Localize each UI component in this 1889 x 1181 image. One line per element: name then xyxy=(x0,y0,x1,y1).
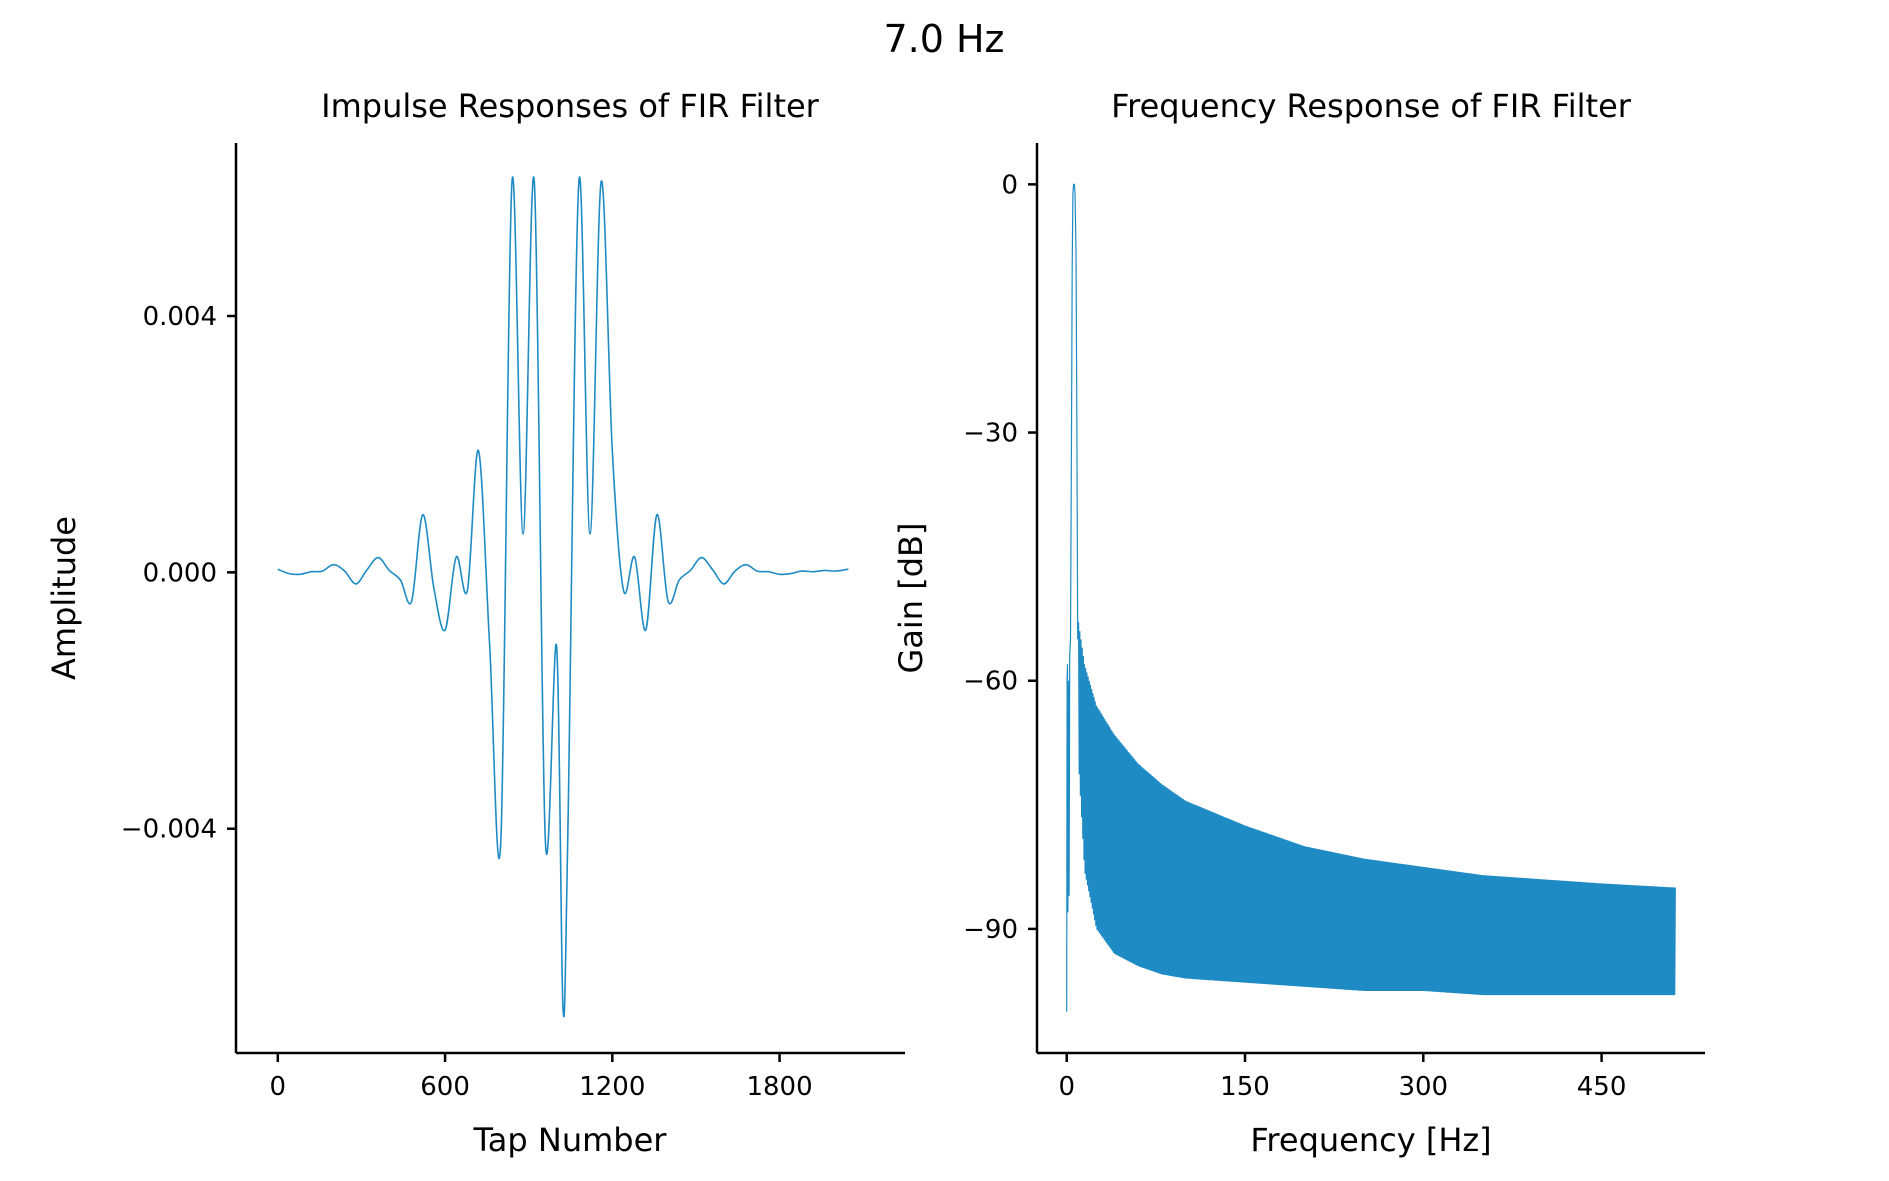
ax1-x-tick-label: 1800 xyxy=(746,1072,812,1102)
frequency-y-axis-label: Gain [dB] xyxy=(892,523,930,674)
impulse-plot-area xyxy=(277,176,849,1018)
frequency-y-ticks: 0 −30 −60 −90 xyxy=(963,170,1037,945)
impulse-x-ticks: 0 600 1200 1800 xyxy=(270,1053,813,1102)
impulse-y-ticks: −0.004 0.000 0.004 xyxy=(121,302,236,845)
ax2-y-tick-label: −90 xyxy=(963,915,1018,945)
ax1-y-tick-label: 0.004 xyxy=(143,302,217,332)
ax1-y-tick-label: 0.000 xyxy=(143,558,217,588)
ax1-x-tick-label: 0 xyxy=(270,1072,287,1102)
ax1-x-tick-label: 600 xyxy=(420,1072,470,1102)
ax2-x-tick-label: 300 xyxy=(1398,1072,1448,1102)
ax2-y-tick-label: 0 xyxy=(1001,170,1018,200)
impulse-response-line xyxy=(277,176,849,1018)
ax1-x-tick-label: 1200 xyxy=(579,1072,645,1102)
ax2-y-tick-label: −30 xyxy=(963,419,1018,449)
impulse-response-axes: Impulse Responses of FIR Filter 0 600 1200… xyxy=(45,87,905,1159)
ax2-x-tick-label: 450 xyxy=(1577,1072,1627,1102)
ax2-x-tick-label: 0 xyxy=(1058,1072,1075,1102)
impulse-x-axis-label: Tap Number xyxy=(473,1121,668,1159)
frequency-chart-title: Frequency Response of FIR Filter xyxy=(1111,87,1632,125)
frequency-response-axes: Frequency Response of FIR Filter 0 150 300… xyxy=(892,87,1705,1159)
ax2-x-tick-label: 150 xyxy=(1220,1072,1270,1102)
frequency-x-axis-label: Frequency [Hz] xyxy=(1250,1121,1491,1159)
ax2-y-tick-label: −60 xyxy=(963,667,1018,697)
impulse-y-axis-label: Amplitude xyxy=(45,516,83,680)
frequency-plot-area xyxy=(1066,183,1676,1012)
ax1-y-tick-label: −0.004 xyxy=(121,815,217,845)
frequency-x-ticks: 0 150 300 450 xyxy=(1058,1053,1626,1102)
impulse-chart-title: Impulse Responses of FIR Filter xyxy=(321,87,820,125)
figure-suptitle: 7.0 Hz xyxy=(883,17,1004,61)
frequency-response-line xyxy=(1066,183,1676,1012)
